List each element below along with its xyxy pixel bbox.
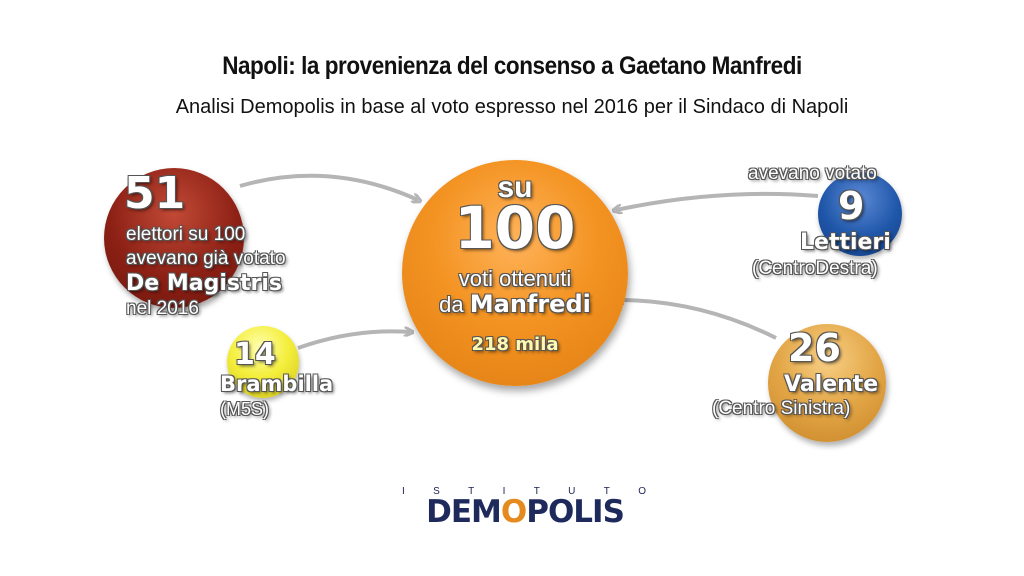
center-line4: da Manfredi xyxy=(439,290,591,318)
valente-party: (Centro Sinistra) xyxy=(712,398,851,419)
valente-bubble xyxy=(768,324,886,442)
lettieri-name: Lettieri xyxy=(800,230,891,255)
center-line3: voti ottenuti xyxy=(458,266,572,291)
brambilla-name: Brambilla xyxy=(220,372,334,396)
arrow-brambilla xyxy=(297,331,410,350)
lettieri-bubble xyxy=(818,172,902,256)
center-total: 218 mila xyxy=(471,334,559,355)
brambilla-party: (M5S) xyxy=(220,399,269,419)
arrow-lettieri xyxy=(616,191,819,210)
lettieri-party: (CentroDestra) xyxy=(752,258,878,279)
center-line1: su xyxy=(497,171,533,204)
magistris-name: De Magistris xyxy=(126,271,282,296)
magistris-line4: nel 2016 xyxy=(126,298,199,319)
brambilla-value: 14 xyxy=(234,337,276,372)
valente-name: Valente xyxy=(784,372,879,397)
lettieri-value: 9 xyxy=(838,184,865,228)
lettieri-pre: avevano votato xyxy=(748,163,877,184)
magistris-line2: avevano già votato xyxy=(126,248,286,269)
brambilla-bubble xyxy=(227,326,299,398)
demopolis-logo: DEMOPOLIS xyxy=(426,494,625,530)
center-number: 100 xyxy=(454,194,576,262)
arrow-valente xyxy=(618,300,777,340)
page-subtitle: Analisi Demopolis in base al voto espres… xyxy=(175,96,849,118)
manfredi-bubble xyxy=(402,160,628,386)
magistris-line1: elettori su 100 xyxy=(126,224,246,245)
magistris-bubble xyxy=(104,168,244,308)
page-title: Napoli: la provenienza del consenso a Ga… xyxy=(222,52,802,80)
magistris-value: 51 xyxy=(124,168,186,219)
arrow-magistris xyxy=(239,173,418,200)
valente-value: 26 xyxy=(788,326,841,370)
